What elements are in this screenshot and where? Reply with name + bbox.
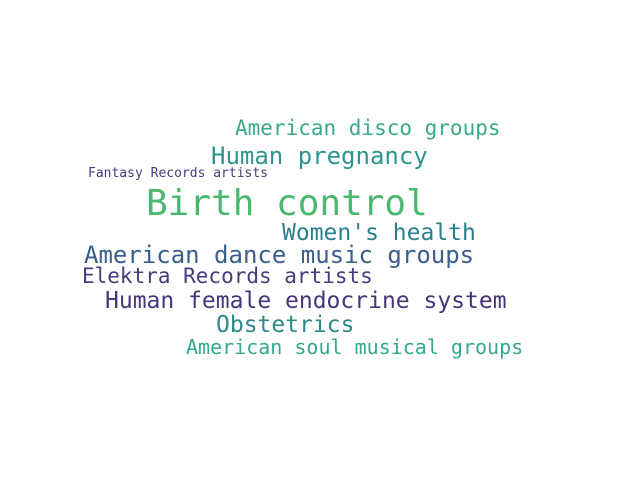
word-birth-control: Birth control (146, 183, 428, 224)
word-american-dance-music-groups: American dance music groups (84, 241, 475, 269)
word-womens-health: Women's health (282, 220, 476, 246)
word-american-soul-musical-groups: American soul musical groups (186, 335, 524, 359)
word-american-disco-groups: American disco groups (235, 116, 501, 140)
word-human-female-endocrine-system: Human female endocrine system (105, 288, 507, 314)
word-fantasy-records-artists: Fantasy Records artists (88, 166, 269, 181)
word-elektra-records-artists: Elektra Records artists (82, 264, 373, 288)
word-obstetrics: Obstetrics (216, 312, 355, 338)
word-human-pregnancy: Human pregnancy (211, 142, 428, 170)
